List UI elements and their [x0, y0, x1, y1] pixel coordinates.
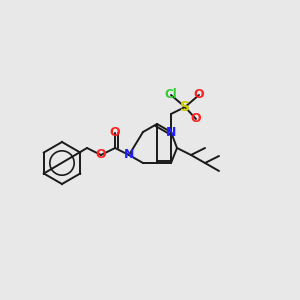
Text: S: S — [180, 100, 190, 114]
Text: O: O — [96, 148, 106, 161]
Text: O: O — [194, 88, 204, 101]
Text: N: N — [124, 148, 134, 161]
Text: O: O — [110, 127, 120, 140]
Text: N: N — [166, 125, 176, 139]
Text: Cl: Cl — [165, 88, 177, 101]
Text: O: O — [191, 112, 201, 125]
